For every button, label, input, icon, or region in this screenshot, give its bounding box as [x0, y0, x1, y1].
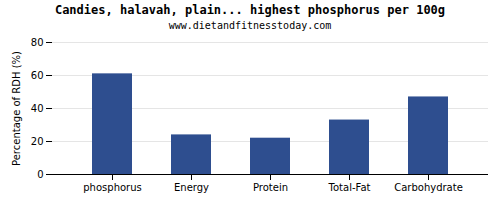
svg-text:0: 0 [37, 169, 43, 180]
html-text:Candies, halavah, plain... hig: Candies, halavah, plain... highest phosp… [54, 3, 446, 17]
svg-text:20: 20 [31, 136, 44, 147]
svg-text:Carbohydrate: Carbohydrate [394, 182, 463, 193]
svg-text:Percentage of RDH (%): Percentage of RDH (%) [11, 51, 22, 166]
svg-text:80: 80 [31, 37, 44, 48]
svg-text:phosphorus: phosphorus [83, 182, 141, 193]
svg-text:Energy: Energy [174, 182, 209, 193]
svg-text:Protein: Protein [253, 182, 288, 193]
svg-text:40: 40 [31, 103, 44, 114]
html-text:www.dietandfitnesstoday.com: www.dietandfitnesstoday.com [168, 20, 332, 31]
svg-text:60: 60 [31, 70, 44, 81]
svg-text:Total-Fat: Total-Fat [328, 182, 371, 193]
